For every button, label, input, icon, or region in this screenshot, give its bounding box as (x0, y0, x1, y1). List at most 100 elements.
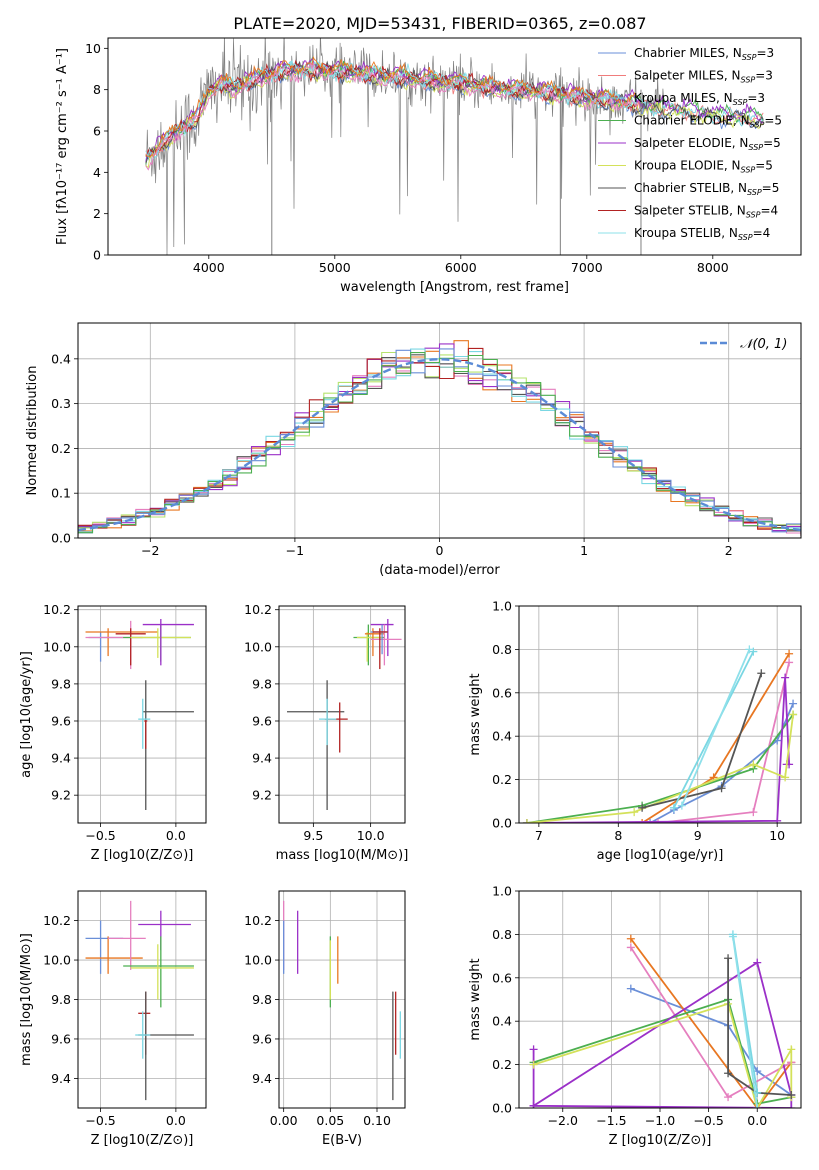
mass-weight-series (641, 673, 763, 809)
model-spectrum (145, 62, 764, 157)
x-axis-label: (data-model)/error (379, 563, 500, 578)
mass-weight-point (789, 710, 798, 719)
mass-weight-series (630, 938, 793, 1108)
y-tick-label: 0.4 (492, 1014, 512, 1029)
mass-weight-point (773, 816, 782, 823)
y-tick-label: 9.2 (51, 788, 71, 803)
mass-weight-point (749, 760, 758, 769)
y-tick-label: 0.2 (51, 441, 71, 456)
legend-entry: Salpeter MILES, NSSP=3 (634, 69, 773, 85)
mass-weight-point (787, 1045, 796, 1054)
mass-weight-series (680, 649, 751, 806)
x-tick-label: −1.5 (596, 1113, 626, 1128)
x-axis-label: age [log10(age/yr)] (597, 848, 724, 863)
y-tick-label: 0.8 (492, 927, 512, 942)
y-axis-label: Normed distribution (25, 366, 40, 496)
plot-area (145, 38, 764, 255)
y-tick-label: 9.4 (51, 751, 71, 766)
panel-mass-weight-vs-age: 7 8 9 10 0.0 0.2 0.4 0.6 0.8 1.0 age [log10(age/yr… (468, 599, 802, 863)
mass-weight-series (533, 1002, 793, 1108)
mass-weight-point (626, 934, 635, 943)
y-tick-label: 0.2 (492, 772, 512, 787)
y-axis-label: age [log10(age/yr)] (19, 651, 34, 778)
x-tick-label: 7 (535, 828, 543, 843)
x-tick-label: −1.0 (645, 1113, 675, 1128)
y-tick-label: 10 (85, 41, 101, 56)
mass-weight-point (781, 773, 790, 782)
y-tick-label: 0 (93, 248, 101, 263)
mass-weight-point (753, 1104, 762, 1108)
mass-weight-series (727, 958, 792, 1096)
x-tick-label: 6000 (445, 260, 477, 275)
axes-frame (278, 890, 406, 1109)
mass-weight-point (724, 954, 733, 963)
axes-frame (518, 605, 802, 824)
x-tick-label: 0.0 (747, 1113, 767, 1128)
panel-mass-vs-Z: −0.5 0.0 9.4 9.6 9.8 10.0 10.2 Z [log10(Z/Z⊙)] m… (19, 890, 207, 1148)
y-tick-label: 0.0 (492, 1101, 512, 1116)
x-tick-label: 7000 (571, 260, 603, 275)
panel-residual-histogram: −2 −1 0 1 2 0.0 0.1 0.2 0.3 0.4 (data-model)/error… (25, 322, 802, 578)
panel-age-vs-Z: −0.5 0.0 9.2 9.4 9.6 9.8 10.0 10.2 Z [log10(Z/Z⊙… (19, 602, 207, 863)
y-tick-label: 9.4 (252, 1071, 272, 1086)
model-spectrum (145, 55, 638, 159)
y-tick-label: 0.2 (492, 1057, 512, 1072)
x-tick-label: 0.10 (363, 1113, 391, 1128)
axes-frame (77, 890, 207, 1109)
mass-weight-point (529, 1045, 538, 1054)
legend-entry: Chabrier MILES, NSSP=3 (634, 46, 774, 62)
x-tick-label: −1 (286, 543, 304, 558)
axes-frame (77, 605, 207, 824)
mass-weight-series (533, 998, 792, 1105)
y-tick-label: 10.0 (244, 953, 272, 968)
legend-entry: Chabrier STELIB, NSSP=5 (634, 181, 779, 197)
legend-entry: 𝒩(0, 1) (740, 337, 787, 352)
y-tick-label: 9.2 (252, 788, 272, 803)
mass-weight-point (529, 1060, 538, 1069)
figure-title: PLATE=2020, MJD=53431, FIBERID=0365, z=0… (233, 14, 646, 33)
mass-weight-point (728, 932, 737, 941)
y-tick-label: 4 (93, 165, 101, 180)
legend-entry: Chabrier ELODIE, NSSP=5 (634, 114, 782, 130)
y-tick-label: 10.0 (43, 639, 71, 654)
y-tick-label: 0.0 (51, 531, 71, 546)
mass-weight-point (646, 819, 655, 823)
data-spectrum (145, 38, 665, 255)
x-tick-label: 8 (614, 828, 622, 843)
mass-weight-point (630, 808, 639, 817)
x-axis-label: Z [log10(Z/Z⊙)] (91, 848, 194, 863)
plot-area (85, 618, 194, 811)
panel-mass-vs-ebv: 0.00 0.05 0.10 9.4 9.6 9.8 10.0 10.2 E(B-V) (244, 890, 406, 1148)
mass-weight-point (522, 819, 531, 823)
x-tick-label: 2 (725, 543, 733, 558)
y-axis-label: mass weight (468, 958, 483, 1040)
x-tick-label: 0.0 (166, 1113, 186, 1128)
plot-area (78, 340, 801, 537)
y-tick-label: 9.4 (51, 1071, 71, 1086)
y-tick-label: 0.6 (492, 970, 512, 985)
plot-area (283, 900, 401, 1101)
y-tick-label: 10.2 (43, 602, 71, 617)
y-tick-label: 9.8 (51, 676, 71, 691)
mass-weight-point (757, 669, 766, 678)
y-axis-label: mass weight (468, 673, 483, 755)
mass-weight-point (626, 943, 635, 952)
y-tick-label: 0.4 (51, 351, 71, 366)
x-tick-label: −2 (141, 543, 159, 558)
x-axis-label: Z [log10(Z/Z⊙)] (609, 1133, 712, 1148)
axes-frame (518, 890, 802, 1109)
axes-frame (278, 605, 406, 824)
mass-weight-point (717, 784, 726, 793)
y-tick-label: 9.8 (252, 676, 272, 691)
model-spectrum (145, 60, 638, 159)
y-tick-label: 0.1 (51, 486, 71, 501)
y-tick-label: 9.8 (252, 992, 272, 1007)
y-tick-label: 9.4 (252, 751, 272, 766)
mass-weight-point (638, 803, 647, 812)
y-tick-label: 10.2 (244, 602, 272, 617)
y-tick-label: 10.0 (244, 639, 272, 654)
x-tick-label: 4000 (193, 260, 225, 275)
y-tick-label: 9.6 (252, 713, 272, 728)
y-tick-label: 0.3 (51, 396, 71, 411)
mass-weight-point (781, 673, 790, 682)
